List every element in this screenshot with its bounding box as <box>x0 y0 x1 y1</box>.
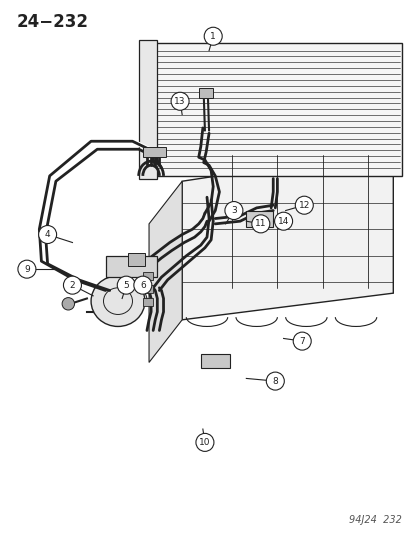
Text: 4: 4 <box>45 230 50 239</box>
Bar <box>246 211 273 227</box>
Text: 10: 10 <box>199 438 210 447</box>
Circle shape <box>117 276 135 294</box>
Text: 5: 5 <box>123 281 129 289</box>
Text: 8: 8 <box>272 377 278 385</box>
Circle shape <box>266 372 284 390</box>
Text: 3: 3 <box>230 206 236 215</box>
Circle shape <box>38 225 57 244</box>
Text: 13: 13 <box>174 97 185 106</box>
Circle shape <box>62 297 74 310</box>
Circle shape <box>204 27 222 45</box>
Circle shape <box>171 92 189 110</box>
Polygon shape <box>105 256 157 277</box>
Circle shape <box>133 276 152 294</box>
Ellipse shape <box>91 276 145 326</box>
Text: 2: 2 <box>69 281 75 289</box>
Text: 14: 14 <box>277 217 289 225</box>
Bar <box>142 147 165 157</box>
Bar <box>128 253 145 266</box>
Bar <box>198 88 213 98</box>
Text: 24−232: 24−232 <box>17 13 88 31</box>
Circle shape <box>224 201 242 220</box>
Bar <box>200 354 229 368</box>
Bar <box>142 272 153 280</box>
Polygon shape <box>140 43 401 176</box>
Circle shape <box>63 276 81 294</box>
Bar <box>142 285 153 293</box>
Circle shape <box>195 433 214 451</box>
Circle shape <box>274 212 292 230</box>
Text: 94J24  232: 94J24 232 <box>348 515 401 525</box>
Circle shape <box>251 215 269 233</box>
Text: 1: 1 <box>210 32 216 41</box>
Text: 6: 6 <box>140 281 145 289</box>
Polygon shape <box>138 40 157 179</box>
Text: 11: 11 <box>254 220 266 228</box>
Polygon shape <box>149 181 182 362</box>
Polygon shape <box>182 149 392 320</box>
Circle shape <box>292 332 311 350</box>
Text: 9: 9 <box>24 265 30 273</box>
Bar <box>142 298 153 306</box>
Circle shape <box>294 196 313 214</box>
Circle shape <box>18 260 36 278</box>
Text: 7: 7 <box>299 337 304 345</box>
Text: 12: 12 <box>298 201 309 209</box>
